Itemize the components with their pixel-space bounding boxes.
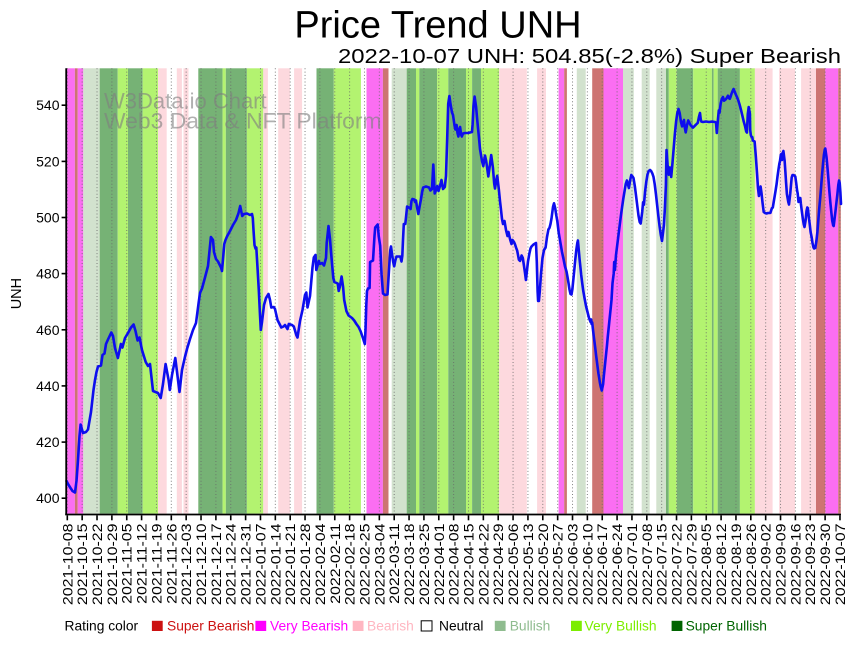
svg-text:Bullish: Bullish [510,619,551,634]
svg-text:2022-09-16: 2022-09-16 [788,524,804,606]
svg-text:2022-01-07: 2022-01-07 [253,524,269,606]
svg-text:2021-10-08: 2021-10-08 [60,524,76,606]
svg-text:2022-07-01: 2022-07-01 [625,524,641,606]
svg-text:2022-04-29: 2022-04-29 [491,524,507,606]
svg-text:2022-08-26: 2022-08-26 [744,524,760,606]
svg-text:2022-07-15: 2022-07-15 [655,524,671,606]
svg-text:2022-06-17: 2022-06-17 [595,524,611,606]
svg-text:Very Bullish: Very Bullish [585,619,657,634]
svg-text:W3Data.io Chart: W3Data.io Chart [104,89,267,114]
svg-text:2022-07-08: 2022-07-08 [640,524,656,606]
svg-text:480: 480 [36,266,60,282]
svg-text:Web3 Data & NFT Platform: Web3 Data & NFT Platform [104,109,382,134]
svg-text:2022-05-20: 2022-05-20 [536,524,552,606]
svg-text:2022-02-25: 2022-02-25 [357,524,373,606]
svg-text:2022-04-22: 2022-04-22 [476,524,492,606]
svg-text:2021-12-24: 2021-12-24 [224,524,240,606]
svg-text:2022-04-01: 2022-04-01 [432,524,448,606]
svg-text:2022-05-27: 2022-05-27 [550,524,566,606]
svg-text:2022-09-30: 2022-09-30 [818,524,834,606]
svg-text:2022-05-13: 2022-05-13 [521,524,537,606]
svg-text:2021-11-05: 2021-11-05 [120,524,136,604]
svg-text:460: 460 [36,322,60,338]
svg-text:2021-10-22: 2021-10-22 [90,524,106,606]
svg-text:2022-08-19: 2022-08-19 [729,524,745,606]
svg-text:2021-11-26: 2021-11-26 [164,524,180,604]
svg-text:2022-02-11: 2022-02-11 [328,524,344,604]
svg-text:2021-12-31: 2021-12-31 [238,524,254,606]
svg-text:2022-09-23: 2022-09-23 [803,524,819,606]
svg-text:2022-07-22: 2022-07-22 [669,524,685,606]
svg-text:2022-03-25: 2022-03-25 [417,524,433,606]
svg-text:2022-03-11: 2022-03-11 [387,524,403,604]
svg-text:500: 500 [36,210,60,226]
svg-text:2022-08-05: 2022-08-05 [699,524,715,606]
svg-text:2021-12-03: 2021-12-03 [179,524,195,606]
svg-text:2021-12-10: 2021-12-10 [194,524,210,606]
svg-text:2021-11-19: 2021-11-19 [149,524,165,604]
svg-text:400: 400 [36,490,60,506]
svg-text:2022-09-09: 2022-09-09 [773,524,789,606]
svg-text:2022-02-04: 2022-02-04 [313,524,329,606]
svg-text:2022-10-07 UNH: 504.85(-2.8%): 2022-10-07 UNH: 504.85(-2.8%) Super Bear… [338,45,841,68]
svg-text:Super Bullish: Super Bullish [686,619,767,634]
svg-text:Very Bearish: Very Bearish [270,619,348,634]
svg-text:2021-10-29: 2021-10-29 [105,524,121,606]
svg-text:2022-06-03: 2022-06-03 [565,524,581,606]
svg-text:2021-12-17: 2021-12-17 [209,524,225,606]
svg-text:2022-08-12: 2022-08-12 [714,524,730,606]
svg-text:440: 440 [36,378,60,394]
svg-text:Bearish: Bearish [367,619,414,634]
svg-text:520: 520 [36,153,60,169]
svg-text:Price Trend UNH: Price Trend UNH [294,5,581,47]
svg-text:2022-05-06: 2022-05-06 [506,524,522,606]
svg-text:540: 540 [36,97,60,113]
svg-text:2022-01-14: 2022-01-14 [268,524,284,606]
svg-text:2022-10-07: 2022-10-07 [833,524,849,606]
svg-text:420: 420 [36,434,60,450]
svg-text:2022-04-15: 2022-04-15 [461,524,477,606]
svg-text:2022-01-28: 2022-01-28 [298,524,314,606]
svg-text:2022-01-21: 2022-01-21 [283,524,299,606]
svg-text:2022-03-18: 2022-03-18 [402,524,418,606]
svg-text:UNH: UNH [9,278,25,309]
svg-text:2021-10-15: 2021-10-15 [75,524,91,606]
svg-text:2022-06-10: 2022-06-10 [580,524,596,606]
svg-text:2022-03-04: 2022-03-04 [372,524,388,606]
svg-text:Neutral: Neutral [439,619,483,634]
svg-text:Super Bearish: Super Bearish [167,619,254,634]
svg-text:Rating color: Rating color [65,619,139,634]
svg-text:2022-06-24: 2022-06-24 [610,524,626,606]
svg-text:2022-09-02: 2022-09-02 [759,524,775,606]
svg-text:2021-11-12: 2021-11-12 [134,524,150,604]
svg-text:2022-02-18: 2022-02-18 [342,524,358,606]
svg-text:2022-04-08: 2022-04-08 [446,524,462,606]
svg-text:2022-07-29: 2022-07-29 [684,524,700,606]
